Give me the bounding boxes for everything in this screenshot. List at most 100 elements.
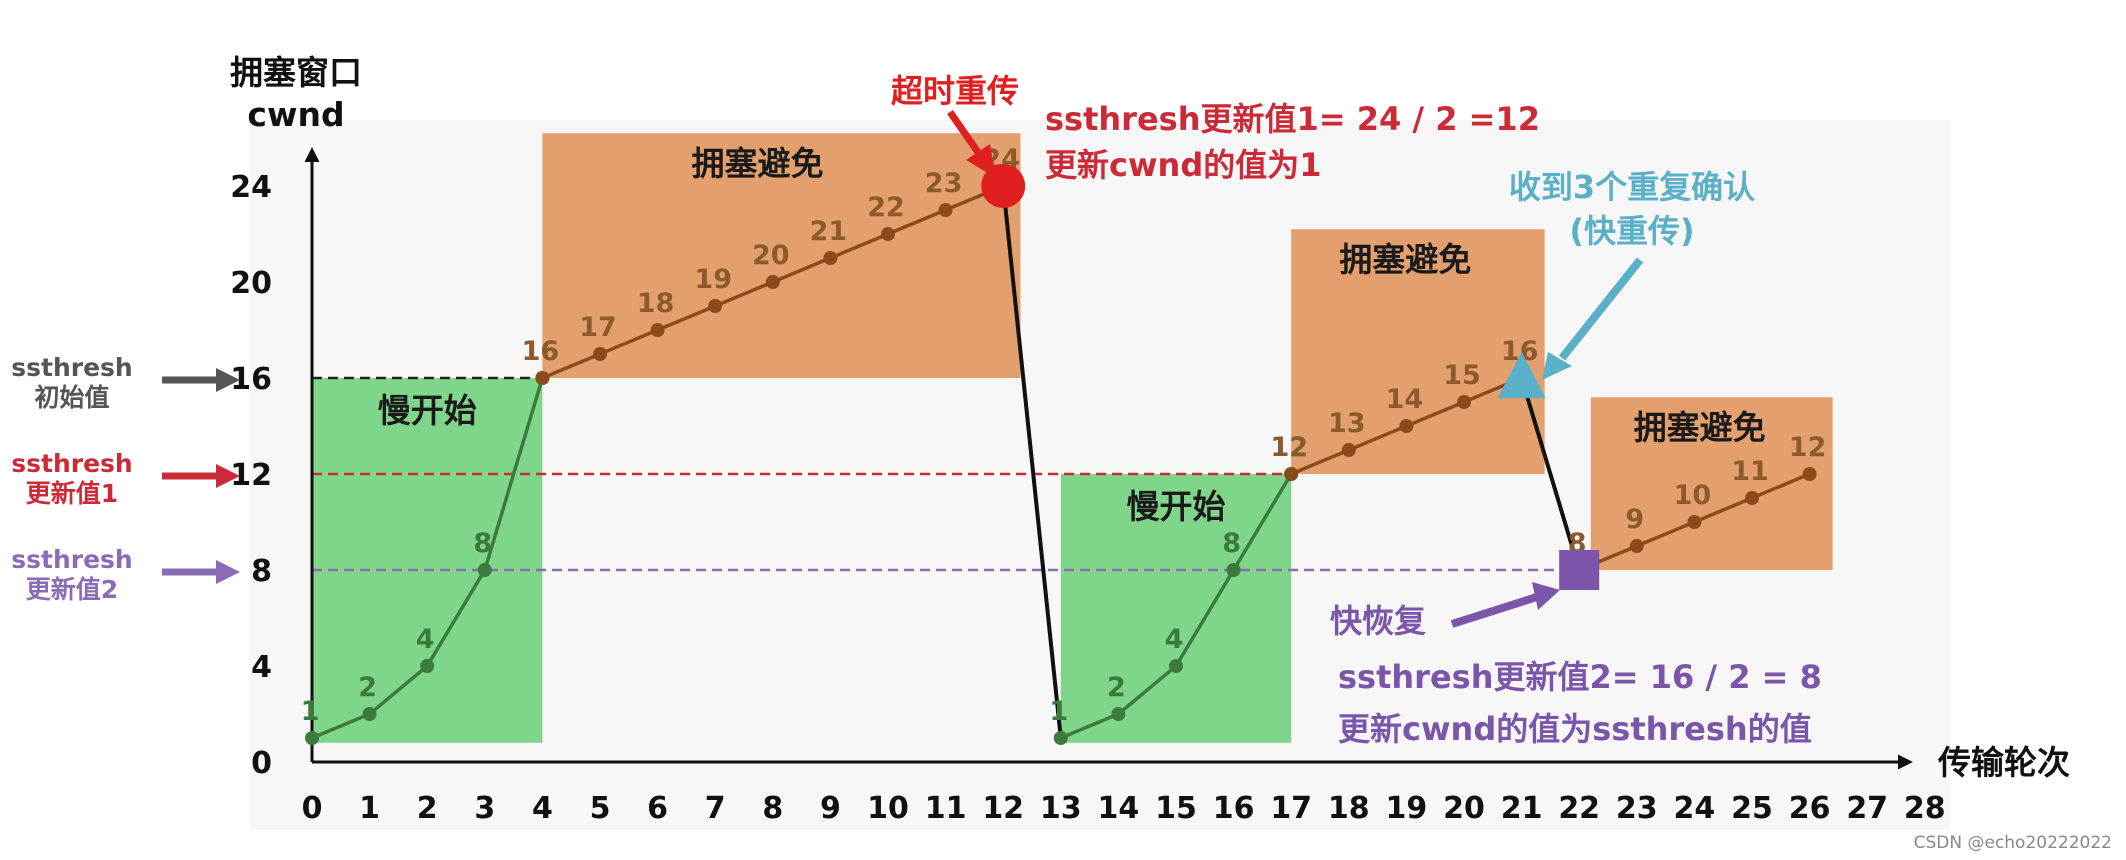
data-point [823, 251, 838, 265]
timeout-arrowhead [966, 144, 996, 178]
data-point [420, 659, 435, 673]
y-tick-label: 0 [251, 746, 272, 781]
fast-recovery-line2: 更新cwnd的值为ssthresh的值 [1338, 710, 1812, 748]
data-point [1745, 491, 1759, 505]
timeout-annotation: 超时重传 ssthresh更新值1= 24 / 2 =12 更新cwnd的值为1 [891, 72, 1540, 184]
fast-recovery-marker [1559, 550, 1600, 590]
x-tick-label: 0 [302, 791, 323, 826]
data-point [1687, 515, 1702, 529]
data-point [305, 731, 319, 745]
fast-recovery-annotation: 快恢复 ssthresh更新值2= 16 / 2 = 8 更新cwnd的值为ss… [1330, 582, 1822, 748]
data-label: 14 [1386, 384, 1424, 415]
data-label: 21 [810, 216, 848, 247]
x-tick-label: 1 [359, 791, 380, 826]
region-label-4: 拥塞避免 [1339, 240, 1471, 279]
side-label-update1-line1: ssthresh [11, 449, 132, 478]
x-tick-label: 28 [1904, 791, 1946, 826]
events-layer [981, 164, 1600, 590]
data-label: 17 [579, 312, 617, 343]
fast-retransmit-arrowhead [1542, 352, 1572, 380]
data-label: 15 [1443, 360, 1481, 391]
y-tick-label: 24 [230, 170, 272, 205]
x-tick-label: 4 [532, 791, 553, 826]
data-point [477, 563, 492, 577]
data-point [362, 707, 377, 721]
fast-retransmit-marker [1497, 352, 1546, 398]
data-label: 19 [694, 264, 732, 295]
side-arrowhead-update2 [216, 560, 240, 584]
y-tick-label: 20 [230, 266, 272, 301]
data-point [1169, 659, 1183, 673]
timeout-line2: 更新cwnd的值为1 [1045, 146, 1322, 184]
side-label-update1: ssthresh 更新值1 [11, 449, 240, 508]
data-label: 1 [301, 696, 320, 727]
x-tick-label: 6 [647, 791, 668, 826]
x-tick-label: 24 [1674, 791, 1716, 826]
x-tick-label: 15 [1155, 791, 1197, 826]
timeout-arrow [947, 110, 985, 160]
data-label: 1 [1049, 696, 1068, 727]
fast-retransmit-line2: (快重传) [1569, 212, 1694, 250]
x-tick-label: 16 [1213, 791, 1255, 826]
data-label: 8 [1222, 528, 1241, 559]
side-arrowhead-initial [216, 368, 240, 392]
data-point [1457, 395, 1471, 409]
region-label-5: 拥塞避免 [1634, 408, 1766, 447]
data-point [1802, 467, 1817, 481]
x-tick-label: 23 [1616, 791, 1658, 826]
data-point [1284, 467, 1299, 481]
data-label: 22 [867, 192, 905, 223]
fast-retransmit-arrow [1558, 257, 1644, 361]
x-tick-label: 2 [417, 791, 438, 826]
region-5 [1590, 397, 1833, 570]
side-label-initial: ssthresh 初始值 [11, 353, 240, 412]
fast-recovery-arrowhead [1532, 582, 1560, 610]
data-label: 2 [358, 672, 377, 703]
side-label-initial-line1: ssthresh [11, 353, 132, 382]
x-tick-label: 18 [1328, 791, 1370, 826]
data-label: 4 [1165, 624, 1184, 655]
y-tick-label: 8 [251, 554, 272, 589]
series-line-timeout-drop [1001, 185, 1063, 739]
data-point [708, 299, 723, 313]
region-label-2: 拥塞避免 [692, 144, 824, 183]
data-point [593, 347, 607, 361]
side-label-update2-line2: 更新值2 [26, 575, 118, 604]
fast-recovery-arrow [1450, 592, 1542, 628]
side-label-initial-line2: 初始值 [34, 383, 109, 412]
x-tick-label: 12 [982, 791, 1024, 826]
x-tick-label: 27 [1846, 791, 1888, 826]
data-label: 16 [522, 336, 560, 367]
x-tick-label: 21 [1501, 791, 1543, 826]
x-tick-label: 7 [705, 791, 726, 826]
x-tick-label: 10 [867, 791, 909, 826]
data-point [650, 323, 665, 337]
data-label: 10 [1674, 480, 1712, 511]
region-label-3: 慢开始 [1127, 487, 1226, 526]
x-tick-label: 11 [925, 791, 967, 826]
data-label: 8 [473, 528, 492, 559]
data-label: 2 [1107, 672, 1126, 703]
y-axis-title-line2: cwnd [247, 95, 344, 134]
side-label-update2: ssthresh 更新值2 [11, 545, 240, 604]
series-line-fast-recovery-drop [1519, 377, 1582, 571]
x-tick-label: 22 [1558, 791, 1600, 826]
data-label: 11 [1731, 456, 1769, 487]
data-point [1226, 563, 1241, 577]
axes-layer: 0 1 2 3 4 5 6 7 8 9 10 11 12 13 14 15 16 17 18 19 20 21 22 23 24… [230, 147, 1946, 826]
data-point [1111, 707, 1126, 721]
data-point [938, 203, 953, 217]
x-tick-label: 25 [1731, 791, 1773, 826]
data-label: 9 [1625, 504, 1644, 535]
x-tick-label: 5 [590, 791, 611, 826]
x-axis-title: 传输轮次 [1937, 743, 2070, 782]
fast-retransmit-line1: 收到3个重复确认 [1509, 168, 1755, 206]
data-label: 23 [925, 168, 963, 199]
fast-recovery-title: 快恢复 [1330, 602, 1426, 640]
x-tick-label: 19 [1386, 791, 1428, 826]
y-tick-label: 4 [251, 650, 272, 685]
data-point [765, 275, 780, 289]
data-point [535, 371, 550, 385]
data-label: 12 [1270, 432, 1308, 463]
